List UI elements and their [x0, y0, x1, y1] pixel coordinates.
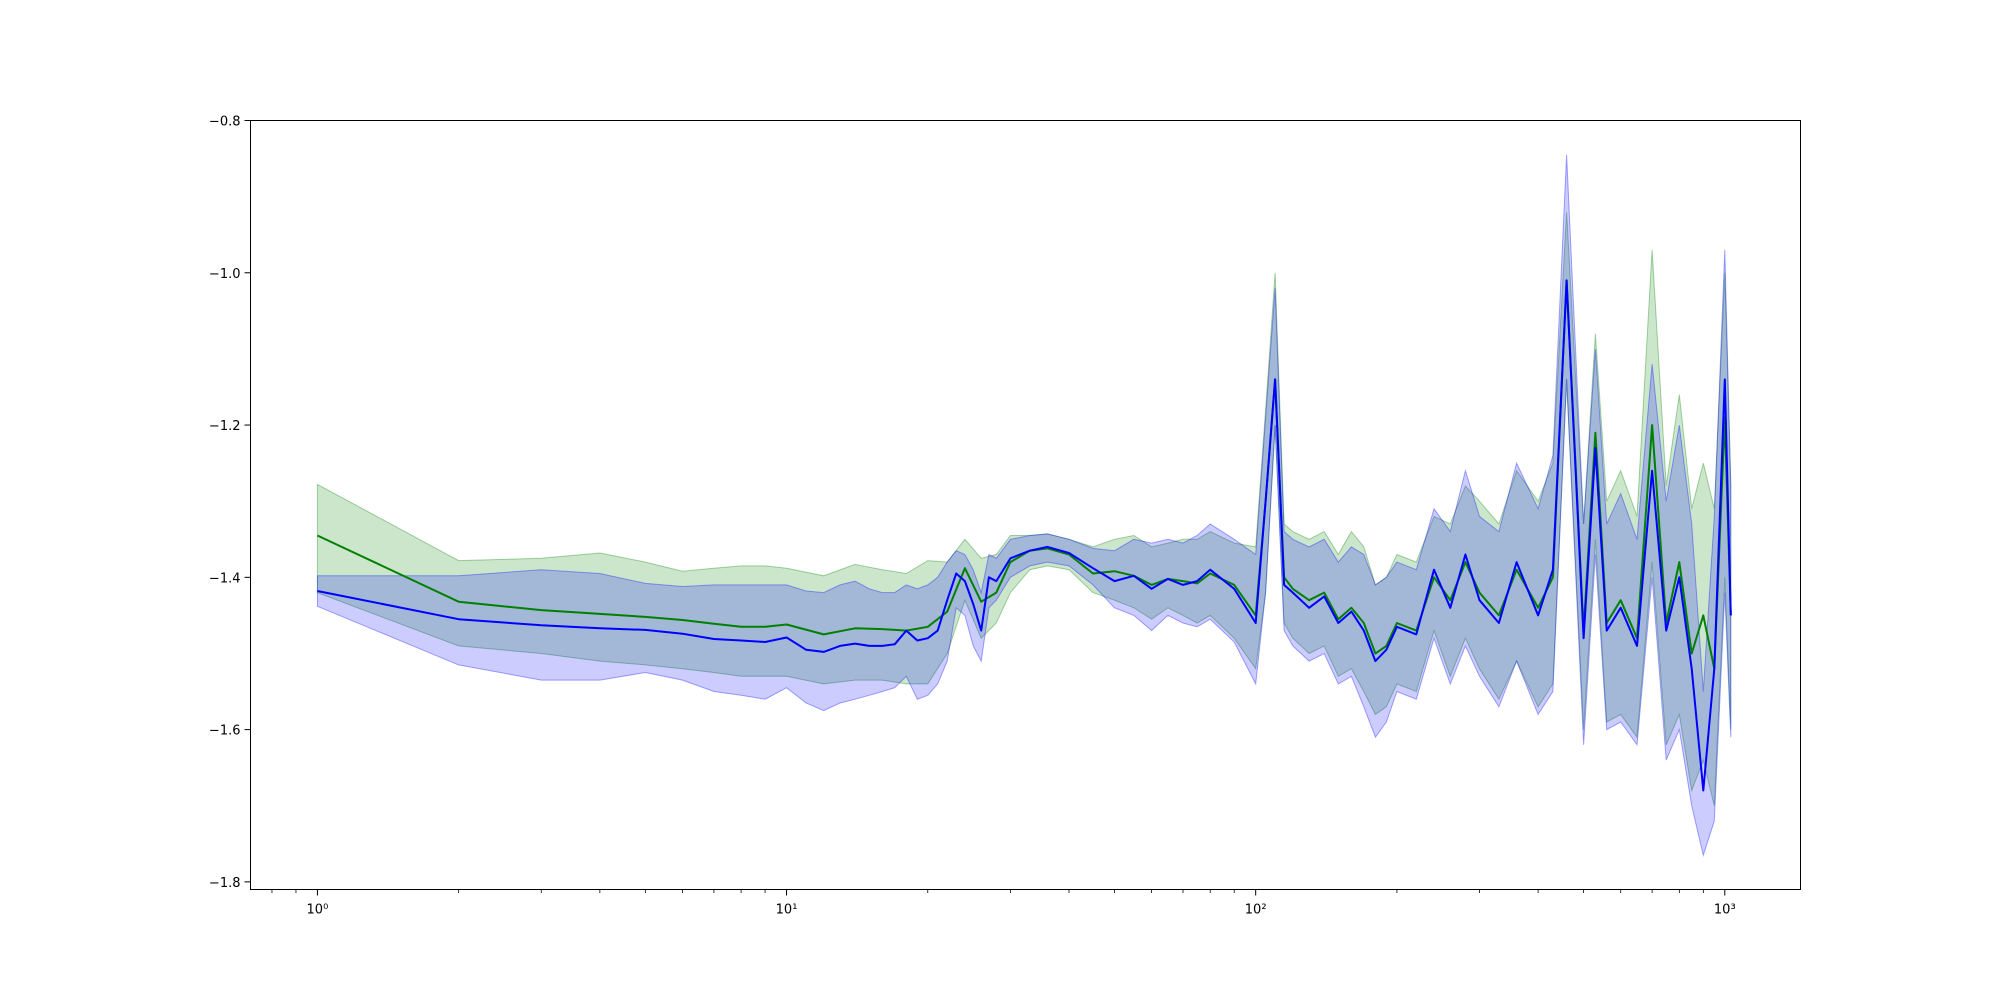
series-line-1 — [317, 279, 1732, 792]
series-lines — [316, 279, 1732, 792]
y-axis: −0.8 −1.0 −1.2 −1.4 −1.6 −1.8 — [209, 115, 251, 891]
plot-frame — [250, 120, 1801, 890]
y-tick-label: −0.8 — [209, 115, 241, 130]
x-tick-label: 10⁰ — [307, 903, 329, 918]
y-tick-label: −1.4 — [209, 571, 241, 586]
y-tick-label: −1.2 — [209, 419, 241, 434]
confidence-band-0 — [316, 211, 1732, 806]
y-tick-label: −1.0 — [209, 267, 241, 282]
y-tick-label: −1.6 — [209, 724, 241, 739]
x-tick-label: 10² — [1245, 903, 1267, 918]
confidence-band-1 — [316, 154, 1732, 858]
x-tick-label: 10¹ — [776, 903, 798, 918]
y-tick-label: −1.8 — [209, 876, 241, 891]
x-axis: 10⁰ 10¹ 10² 10³ — [271, 889, 1736, 918]
x-tick-label: 10³ — [1714, 903, 1736, 918]
confidence-bands — [316, 154, 1732, 858]
